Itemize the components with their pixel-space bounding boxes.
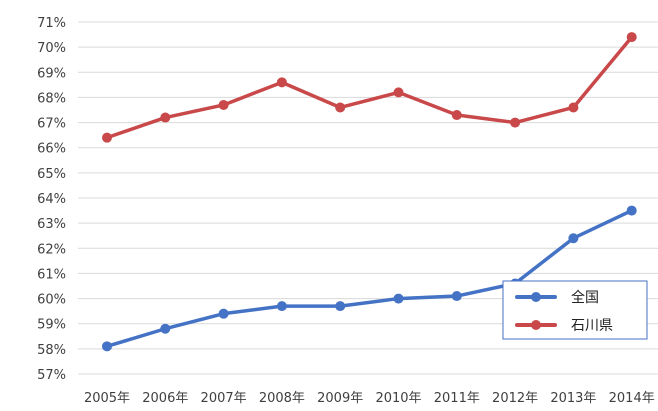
legend-marker-1 <box>531 320 541 330</box>
y-tick-label: 69% <box>37 66 66 81</box>
y-tick-label: 67% <box>37 117 66 132</box>
data-point <box>102 341 112 352</box>
data-point <box>393 87 404 98</box>
series-line <box>105 35 634 140</box>
x-tick-label: 2005年 <box>84 391 130 406</box>
y-tick-label: 58% <box>37 343 66 358</box>
y-tick-label: 64% <box>37 192 66 207</box>
data-point <box>451 110 462 121</box>
data-point <box>160 112 171 123</box>
y-tick-label: 65% <box>37 167 66 182</box>
x-tick-label: 2007年 <box>201 391 247 406</box>
data-point <box>102 132 112 143</box>
y-tick-label: 57% <box>37 368 66 383</box>
x-tick-label: 2014年 <box>609 391 655 406</box>
legend: 全国 石川県 <box>502 280 648 340</box>
x-tick-label: 2011年 <box>434 391 480 406</box>
y-tick-label: 66% <box>37 142 66 157</box>
series-1 <box>102 32 637 143</box>
x-tick-label: 2009年 <box>317 391 363 406</box>
data-point <box>568 233 579 244</box>
data-point <box>626 205 637 216</box>
y-tick-label: 71% <box>37 16 66 31</box>
data-point <box>276 301 287 312</box>
data-point <box>335 301 346 312</box>
data-point <box>626 32 637 43</box>
y-tick-label: 60% <box>37 293 66 308</box>
data-point <box>335 102 346 113</box>
y-axis-ticks: 57% 58% 59% 60% 61% 62% 63% 64% 65% 66% 67% 68% 69% 7… <box>37 16 66 383</box>
series-line <box>105 208 634 349</box>
y-tick-label: 63% <box>37 217 66 232</box>
y-tick-label: 59% <box>37 318 66 333</box>
x-axis-ticks: 2005年 2006年 2007年 2008年 2009年 2010年 2011年 2012年… <box>84 391 655 406</box>
gridlines <box>78 21 658 375</box>
data-point <box>451 291 462 302</box>
legend-label-1: 石川県 <box>571 318 613 334</box>
data-point <box>160 323 171 334</box>
x-tick-label: 2008年 <box>259 391 305 406</box>
data-point <box>510 117 521 128</box>
x-tick-label: 2006年 <box>142 391 188 406</box>
x-tick-label: 2012年 <box>492 391 538 406</box>
data-point <box>393 293 404 304</box>
x-tick-label: 2013年 <box>550 391 596 406</box>
legend-label-0: 全国 <box>571 289 599 306</box>
y-tick-label: 68% <box>37 91 66 106</box>
y-tick-label: 62% <box>37 242 66 257</box>
y-tick-label: 61% <box>37 267 66 282</box>
series-group <box>102 32 637 352</box>
data-point <box>568 102 579 113</box>
data-point <box>218 99 229 110</box>
x-tick-label: 2010年 <box>375 391 421 406</box>
data-point <box>276 77 287 88</box>
legend-marker-0 <box>531 292 541 302</box>
data-point <box>218 308 229 319</box>
legend-box <box>502 280 648 340</box>
y-tick-label: 70% <box>37 41 66 56</box>
